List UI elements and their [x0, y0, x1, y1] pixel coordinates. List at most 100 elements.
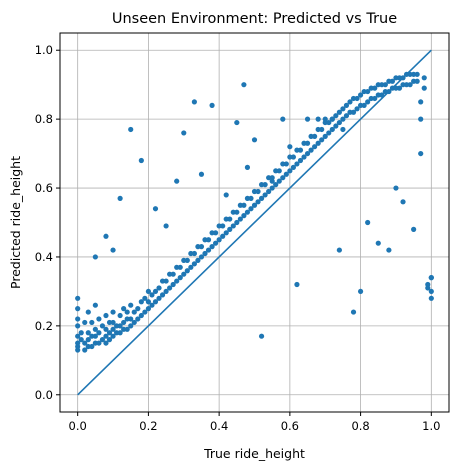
scatter-point	[131, 309, 137, 315]
scatter-point	[365, 99, 371, 105]
y-tick-label: 0.2	[35, 319, 53, 333]
scatter-point	[128, 302, 134, 308]
scatter-point	[181, 130, 187, 136]
scatter-point	[400, 75, 406, 81]
scatter-point	[110, 309, 116, 315]
y-tick-label: 0.6	[35, 181, 53, 195]
scatter-point	[276, 168, 282, 174]
scatter-point	[365, 219, 371, 226]
scatter-point	[96, 316, 102, 322]
scatter-point	[128, 316, 134, 322]
scatter-point	[205, 247, 212, 253]
scatter-point	[170, 281, 176, 288]
scatter-point	[290, 164, 296, 170]
y-axis-ticks: 0.0 0.2 0.4 0.6 0.8 1.0	[35, 43, 60, 402]
scatter-point	[262, 192, 268, 198]
scatter-point	[389, 78, 396, 84]
scatter-point	[103, 333, 109, 339]
scatter-point	[223, 192, 229, 198]
scatter-point	[326, 130, 332, 136]
scatter-point	[347, 99, 353, 105]
scatter-point	[110, 333, 116, 339]
scatter-point	[269, 185, 275, 191]
scatter-point	[258, 195, 265, 201]
scatter-point	[75, 316, 81, 322]
scatter-point	[152, 206, 159, 212]
scatter-point	[92, 302, 98, 308]
scatter-point	[170, 271, 176, 277]
scatter-point	[382, 82, 388, 88]
scatter-point	[400, 199, 406, 205]
scatter-point	[273, 182, 279, 188]
scatter-point	[167, 285, 173, 291]
x-axis-ticks: 0.0 0.2 0.4 0.6 0.8 1.0	[69, 412, 440, 433]
scatter-point	[386, 88, 392, 95]
scatter-point	[213, 240, 219, 246]
scatter-point	[213, 230, 219, 236]
scatter-point	[177, 275, 183, 281]
scatter-point	[135, 316, 141, 322]
scatter-point	[184, 257, 190, 263]
scatter-point	[379, 92, 385, 98]
scatter-point	[85, 337, 91, 343]
scatter-point	[255, 199, 261, 205]
scatter-point	[75, 343, 81, 350]
scatter-point	[343, 113, 350, 119]
x-tick-label: 0.0	[69, 419, 87, 433]
plot-frame	[59, 32, 450, 413]
scatter-point	[287, 168, 293, 174]
scatter-point	[340, 106, 346, 112]
scatter-point	[163, 278, 169, 284]
scatter-point	[198, 171, 205, 177]
scatter-point	[92, 333, 98, 339]
scatter-point	[99, 323, 106, 329]
scatter-point	[372, 95, 378, 102]
scatter-point	[181, 271, 187, 277]
scatter-point	[89, 319, 95, 326]
scatter-point	[198, 244, 205, 250]
scatter-point	[163, 223, 169, 229]
scatter-point	[336, 109, 342, 115]
scatter-point	[128, 323, 134, 329]
scatter-point	[110, 326, 116, 332]
scatter-point	[163, 288, 169, 295]
scatter-point	[428, 295, 434, 301]
scatter-point	[312, 144, 318, 150]
scatter-point	[103, 326, 109, 332]
scatter-point	[407, 82, 413, 88]
scatter-point	[333, 123, 339, 129]
scatter-point	[297, 157, 304, 164]
scatter-point	[241, 213, 247, 219]
scatter-point	[138, 157, 144, 164]
scatter-point	[350, 309, 357, 315]
scatter-point	[149, 292, 155, 298]
scatter-point	[209, 102, 215, 108]
scatter-point	[340, 116, 346, 122]
scatter-point	[128, 126, 134, 133]
scatter-point	[142, 295, 148, 301]
scatter-point	[251, 137, 258, 143]
scatter-point	[297, 147, 304, 153]
scatter-point	[227, 226, 233, 232]
y-tick-label: 0.8	[35, 112, 53, 126]
scatter-point	[117, 195, 123, 201]
scatter-point	[237, 216, 243, 222]
scatter-point	[312, 133, 318, 139]
scatter-point	[103, 233, 109, 239]
scatter-point	[414, 78, 420, 84]
scatter-point	[234, 119, 240, 126]
scatter-point	[418, 99, 424, 105]
scatter-point	[375, 240, 381, 246]
scatter-point	[248, 195, 254, 201]
scatter-point	[184, 268, 190, 274]
scatter-point	[227, 216, 233, 222]
scatter-point	[230, 223, 236, 229]
scatter-point	[304, 116, 311, 122]
scatter-point	[145, 306, 152, 312]
scatter-point	[354, 95, 360, 102]
scatter-point	[121, 306, 127, 312]
scatter-point	[145, 299, 152, 305]
scatter-point	[365, 88, 371, 95]
scatter-point	[386, 247, 392, 253]
x-tick-label: 1.0	[422, 419, 440, 433]
